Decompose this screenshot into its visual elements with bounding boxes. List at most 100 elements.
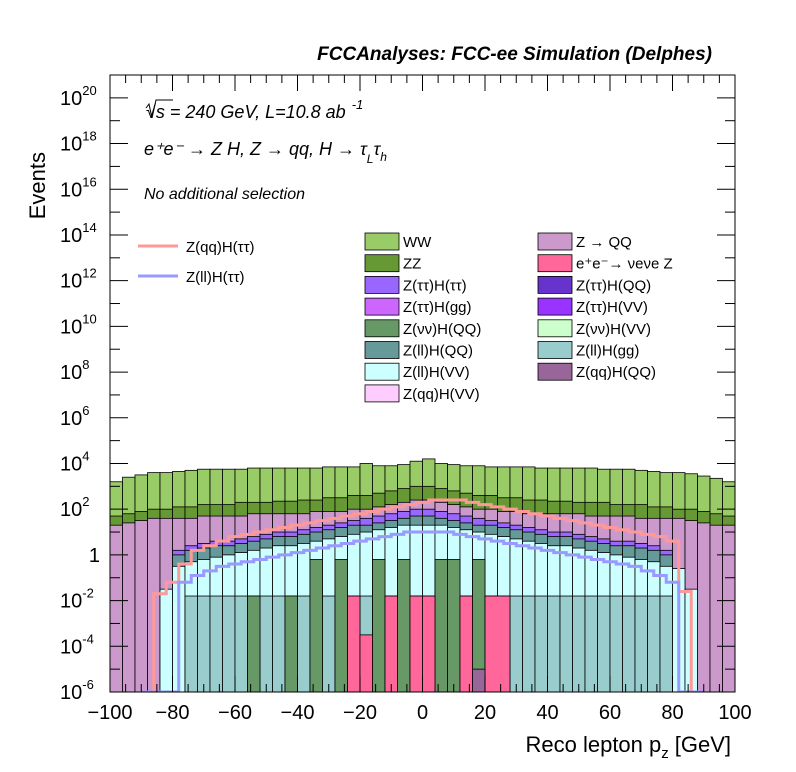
- x-tick-label: 20: [474, 702, 496, 724]
- energy-lumi-text: √s = 240 GeV, L=10.8 ab: [146, 102, 346, 122]
- legend-box-swatch: [364, 297, 400, 316]
- isolated-bar-z-h-qq--6: [434, 559, 448, 692]
- legend-box-swatch: [537, 362, 573, 381]
- stack-bin-z-qq-1: [122, 522, 136, 692]
- isolated-bar-z-h-qq--5: [397, 559, 411, 692]
- isolated-bar-e-e-e-e-z-6: [484, 595, 511, 692]
- y-tick-label: 1: [89, 545, 100, 567]
- legend-box-label: Z(ττ)H(gg): [403, 299, 472, 316]
- stack-bin-z-ll-h-gg--17: [322, 595, 336, 692]
- process-text: e⁺e⁻ → Z H, Z → qq, H → τ: [144, 139, 368, 159]
- plot-area: [110, 458, 735, 692]
- y-tick-label: 1018: [60, 129, 97, 156]
- x-axis-label-unit: [GeV]: [675, 732, 731, 757]
- isolated-bar-z-h-qq--3: [334, 559, 348, 692]
- stack-bin-z-qq-2: [134, 520, 148, 692]
- legend-box-swatch: [537, 275, 573, 294]
- isolated-bar-e-e-e-e-z-2: [384, 595, 398, 692]
- x-tick-label: −100: [87, 702, 132, 724]
- y-tick-label: 1020: [60, 83, 97, 110]
- stack-bin-z-ll-h-gg--32: [509, 595, 523, 692]
- stack-bin-z-qq-48: [709, 524, 723, 692]
- x-tick-label: 60: [599, 702, 621, 724]
- isolated-bar-z-h-qq--2: [309, 559, 323, 692]
- energy-lumi-annotation: √s = 240 GeV, L=10.8 ab -1: [145, 97, 363, 122]
- y-tick-label: 106: [60, 403, 89, 430]
- process-annotation: e⁺e⁻ → Z H, Z → qq, H → τLτh: [144, 139, 387, 166]
- stack-bin-z-qq-47: [697, 522, 711, 692]
- isolated-bar-e-e-e-e-z-5: [459, 595, 473, 692]
- legend-box-swatch: [364, 232, 400, 251]
- stack-bin-z-ll-h-gg--34: [534, 595, 548, 692]
- stack-bin-z-ll-h-gg--9: [222, 595, 236, 692]
- stack-bin-z-ll-h-gg--44: [659, 595, 673, 692]
- legend-box-label: Z(ll)H(QQ): [403, 343, 473, 360]
- legend-box-swatch: [537, 319, 573, 338]
- legend-box-label: Z(ll)H(VV): [403, 364, 470, 381]
- legend-box-label: Z(ττ)H(ττ): [403, 277, 467, 294]
- isolated-bar-e-e-e-e-z-1: [359, 634, 373, 692]
- y-tick-label: 10-4: [60, 631, 94, 658]
- stack-bin-z-qq-49: [722, 524, 735, 692]
- y-tick-label: 1014: [60, 220, 97, 247]
- legend-box-label: Z(ll)H(gg): [576, 343, 639, 360]
- x-tick-label: 100: [718, 702, 751, 724]
- x-tick-label: −60: [218, 702, 252, 724]
- stack-bin-z-ll-h-gg--10: [234, 595, 248, 692]
- stack-bin-z-ll-h-gg--8: [209, 595, 223, 692]
- stack-bin-z-ll-h-gg--15: [297, 595, 311, 692]
- isolated-bar-z-h-qq--0: [247, 595, 261, 692]
- overlay-line-z-qq-h-: [141, 498, 704, 692]
- stack-bin-z-ll-h-gg--12: [259, 595, 273, 692]
- stack-bin-z-ll-h-gg--13: [272, 595, 286, 692]
- stack-bin-z-qq-0: [110, 524, 123, 692]
- stack-bin-z-ll-h-gg--33: [522, 595, 536, 692]
- stack-bin-z-ll-h-gg--41: [622, 595, 636, 692]
- legend-line-label: Z(qq)H(ττ): [186, 239, 255, 256]
- stack-bin-z-ll-h-gg--35: [547, 595, 561, 692]
- isolated-bar-e-e-e-e-z-3: [409, 595, 423, 692]
- legend-box-swatch: [364, 384, 400, 403]
- sqrt-sign: [145, 99, 173, 119]
- legend-box-swatch: [364, 319, 400, 338]
- legend-box-swatch: [537, 297, 573, 316]
- process-tau: τ: [373, 139, 381, 159]
- stack-bin-z-ll-h-gg--36: [559, 595, 573, 692]
- legend: Z(qq)H(ττ) Z(ll)H(ττ) WW Z → QQ ZZ e⁺e⁻→ νeνe…: [138, 232, 673, 403]
- stack-bin-z-ll-h-gg--40: [609, 595, 623, 692]
- legend-box-swatch: [364, 275, 400, 294]
- stack-bin-z-ll-h-gg--43: [647, 595, 661, 692]
- process-sub-h: h: [380, 150, 387, 164]
- x-tick-label: 80: [661, 702, 683, 724]
- legend-box-swatch: [537, 232, 573, 251]
- legend-box-swatch: [537, 341, 573, 359]
- x-tick-label: 0: [417, 702, 428, 724]
- legend-box-swatch: [537, 254, 573, 273]
- legend-box-label: Z(νν)H(VV): [576, 321, 651, 338]
- y-tick-label: 10-2: [60, 586, 94, 613]
- legend-box-label: e⁺e⁻→ νeνe Z: [576, 256, 673, 273]
- y-tick-label: 10-6: [60, 677, 94, 704]
- y-tick-label: 104: [60, 448, 89, 475]
- selection-annotation: No additional selection: [144, 186, 305, 203]
- isolated-bar-z-h-qq--4: [372, 559, 386, 692]
- legend-line-label: Z(ll)H(ττ): [186, 269, 245, 286]
- isolated-bar-z-h-qq--1: [284, 595, 298, 692]
- legend-box-swatch: [364, 362, 400, 381]
- x-axis-label: Reco lepton pz [GeV]: [525, 732, 731, 762]
- svg-text:√s = 240 GeV, L=10.8 ab-1: √s = 240 GeV, L=10.8 ab -1: [146, 97, 363, 122]
- lumi-exponent: -1: [352, 97, 364, 112]
- isolated-bar-z-qq-h-qq--0: [472, 668, 486, 692]
- stack-bin-z-ll-h-gg--42: [634, 595, 648, 692]
- y-tick-label: 102: [60, 494, 89, 521]
- axis-ticks: −100 −80 −60 −40 −20 0 20 40 60 80 100 10-6 10-4 10-2…: [60, 74, 752, 724]
- y-axis-label: Events: [25, 152, 50, 219]
- chart-title: FCCAnalyses: FCC-ee Simulation (Delphes): [317, 44, 712, 65]
- legend-box-label: Z(ττ)H(QQ): [576, 277, 651, 294]
- stack-bin-z-ll-h-gg--37: [572, 595, 586, 692]
- legend-box-label: Z(ττ)H(VV): [576, 299, 648, 316]
- x-tick-label: −40: [281, 702, 315, 724]
- legend-box-label: Z(qq)H(VV): [403, 386, 480, 403]
- isolated-bar-z-h-qq--7: [447, 559, 461, 692]
